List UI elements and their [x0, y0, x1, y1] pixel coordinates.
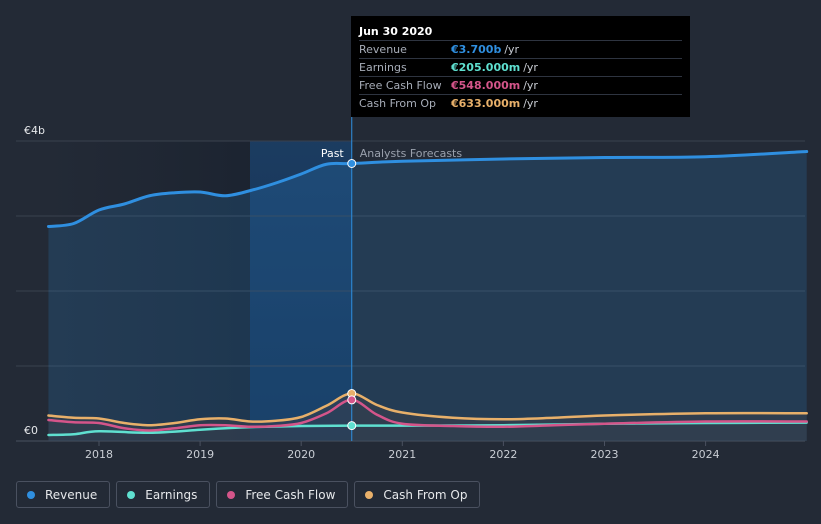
forecast-label: Analysts Forecasts	[360, 147, 463, 160]
x-tick-label: 2023	[591, 448, 619, 461]
legend-dot-icon	[27, 490, 35, 499]
cash-from-op-line	[47, 392, 808, 427]
revenue-area	[48, 151, 807, 441]
x-tick-label: 2019	[186, 448, 214, 461]
legend-label: Free Cash Flow	[245, 487, 336, 502]
tooltip-label: Free Cash Flow	[359, 79, 442, 92]
tooltip-row-free-cash-flow: Free Cash Flow €548.000m /yr	[359, 76, 682, 94]
earnings-marker	[347, 421, 357, 431]
legend-dot-icon	[227, 490, 236, 499]
x-tick-label: 2022	[489, 448, 517, 461]
y-axis-top-label: €4b	[24, 124, 45, 137]
legend-item-free-cash-flow[interactable]: Free Cash Flow	[216, 481, 349, 508]
free-cash-flow-line	[47, 398, 808, 432]
tooltip-row-cash-from-op: Cash From Op €633.000m /yr	[359, 94, 682, 112]
tooltip-label: Revenue	[359, 43, 407, 56]
past-label: Past	[321, 147, 345, 160]
cash-from-op-area	[48, 393, 807, 441]
x-tick-label: 2021	[388, 448, 416, 461]
legend-item-cash-from-op[interactable]: Cash From Op	[354, 481, 481, 508]
legend-label: Earnings	[145, 487, 198, 502]
free-cash-flow-marker	[347, 395, 357, 405]
tooltip-unit: /yr	[523, 97, 538, 110]
tooltip-row-earnings: Earnings €205.000m /yr	[359, 58, 682, 76]
tooltip-value: €633.000m	[451, 97, 521, 110]
tooltip-value: €3.700b	[451, 43, 502, 56]
tooltip-label: Earnings	[359, 61, 407, 74]
tooltip-row-revenue: Revenue €3.700b /yr	[359, 40, 682, 58]
legend-dot-icon	[365, 490, 374, 499]
tooltip: Jun 30 2020 Revenue €3.700b /yr Earnings…	[351, 16, 690, 117]
y-axis-bottom-label: €0	[24, 424, 38, 437]
legend-label: Cash From Op	[383, 487, 468, 502]
tooltip-value: €548.000m	[451, 79, 521, 92]
tooltip-unit: /yr	[504, 43, 520, 56]
legend-dot-icon	[127, 490, 136, 499]
tooltip-value: €205.000m	[451, 61, 521, 74]
revenue-line	[46, 150, 809, 228]
x-tick-label: 2018	[85, 448, 113, 461]
legend-label: Revenue	[45, 487, 98, 502]
tooltip-date: Jun 30 2020	[359, 25, 433, 38]
x-tick-label: 2020	[287, 448, 315, 461]
legend-item-revenue[interactable]: Revenue	[16, 481, 111, 508]
tooltip-unit: /yr	[523, 61, 538, 74]
x-tick-label: 2024	[692, 448, 720, 461]
revenue-marker	[347, 159, 357, 168]
legend: Revenue Earnings Free Cash Flow Cash Fro…	[16, 481, 481, 508]
legend-item-earnings[interactable]: Earnings	[116, 481, 211, 508]
tooltip-unit: /yr	[523, 79, 538, 92]
tooltip-label: Cash From Op	[359, 97, 437, 110]
